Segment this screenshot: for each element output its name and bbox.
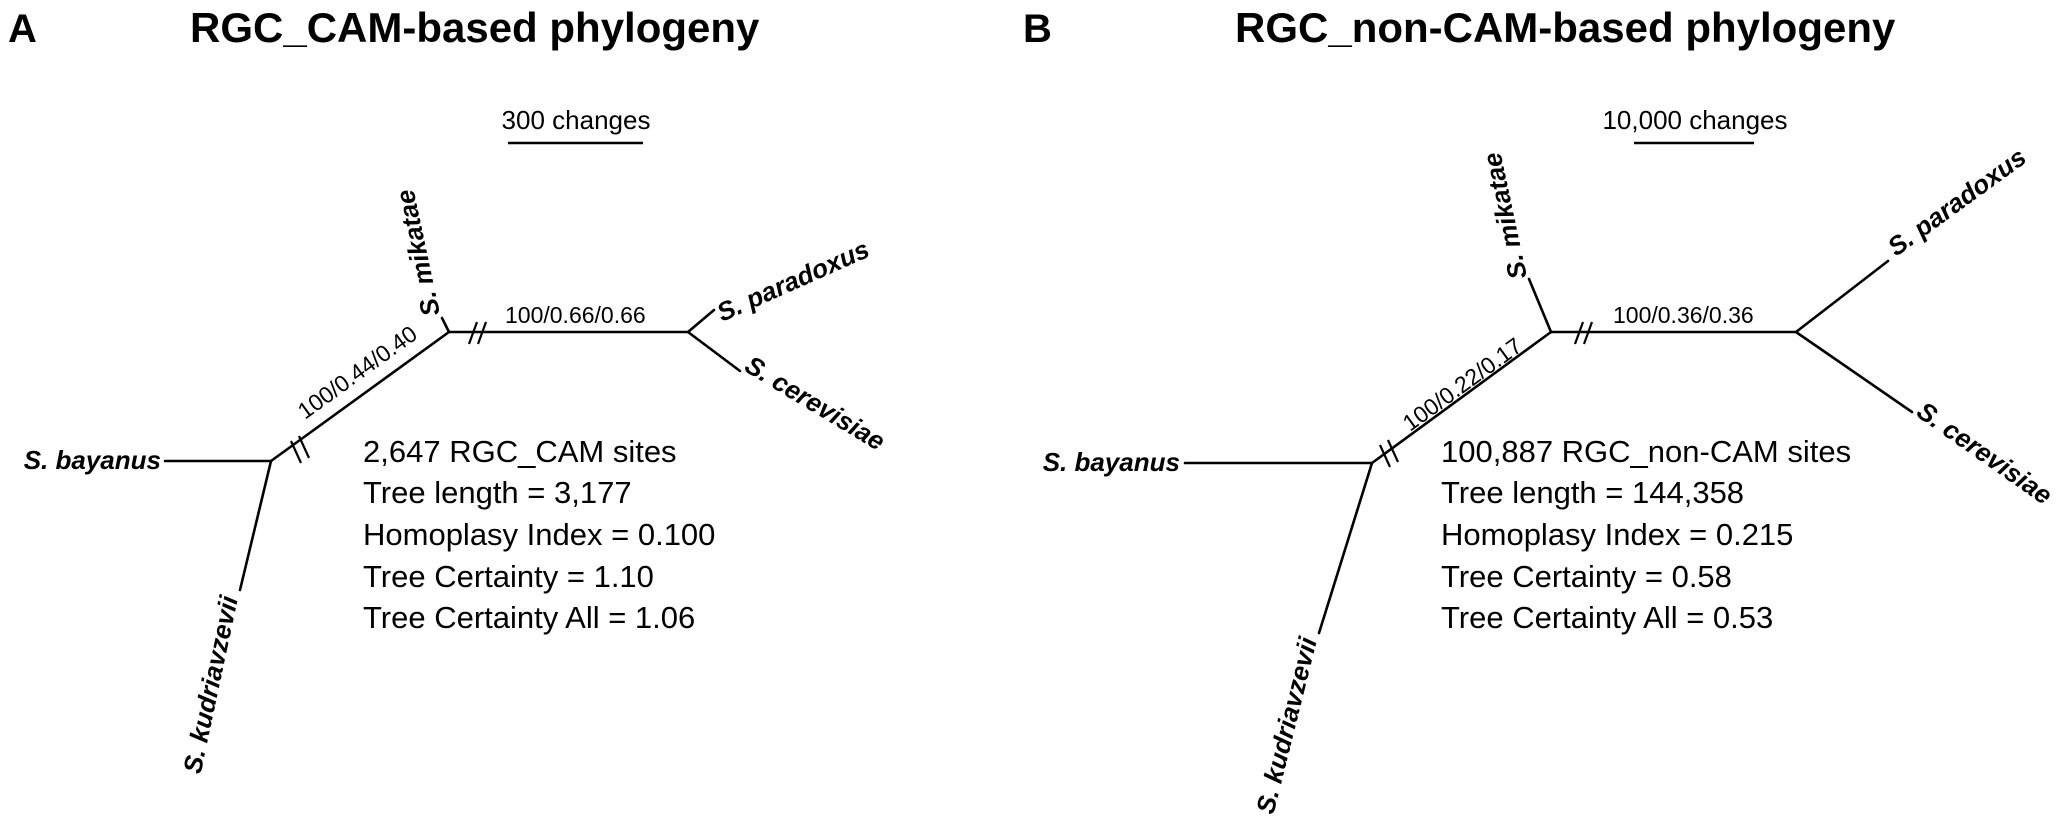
panel-b-taxon-kudriavzevii: S. kudriavzevii xyxy=(1250,633,1323,816)
panel-a-taxon-paradoxus: S. paradoxus xyxy=(712,234,873,328)
panel-a-scale-label: 300 changes xyxy=(502,105,651,135)
panel-b-stat-tree-length: Tree length = 144,358 xyxy=(1441,475,1744,510)
panel-a-taxon-cerevisiae: S. cerevisiae xyxy=(740,349,891,456)
panel-b-taxon-mikatae: S. mikatae xyxy=(1477,150,1533,282)
panel-a-tree xyxy=(163,308,742,592)
panel-a-title: RGC_CAM-based phylogeny xyxy=(190,4,760,51)
panel-b-support-right: 100/0.36/0.36 xyxy=(1613,302,1754,328)
panel-b-taxon-cerevisiae: S. cerevisiae xyxy=(1912,395,2058,510)
panel-a-break-mark-right xyxy=(467,321,488,345)
panel-b-taxon-bayanus: S. bayanus xyxy=(1043,447,1180,477)
panel-b-stat-homoplasy: Homoplasy Index = 0.215 xyxy=(1441,517,1793,552)
panel-a-support-right: 100/0.66/0.66 xyxy=(505,302,646,328)
panel-b-support-left: 100/0.22/0.17 xyxy=(1398,332,1527,436)
panel-b-stats: 100,887 RGC_non-CAM sites Tree length = … xyxy=(1441,434,1851,635)
panel-a-break-mark-left xyxy=(289,435,311,464)
panel-b-tree xyxy=(1183,259,1914,635)
panel-b-stat-tree-certainty: Tree Certainty = 0.58 xyxy=(1441,559,1732,594)
panel-b-branch-mikatae xyxy=(1527,277,1553,334)
panel-a-branch-kudriavzevii xyxy=(238,459,273,592)
panel-a-stat-tree-length: Tree length = 3,177 xyxy=(363,475,632,510)
panel-b-break-mark-left xyxy=(1378,439,1400,468)
panel-b-scale-label: 10,000 changes xyxy=(1602,105,1787,135)
panel-a-taxon-mikatae: S. mikatae xyxy=(390,187,446,319)
panel-a-taxon-bayanus: S. bayanus xyxy=(24,445,161,475)
panel-a-stat-tree-certainty-all: Tree Certainty All = 1.06 xyxy=(363,600,695,635)
panel-b-branch-cerevisiae xyxy=(1794,330,1914,414)
panel-a-branch-paradoxus xyxy=(686,308,716,334)
panel-b-stat-tree-certainty-all: Tree Certainty All = 0.53 xyxy=(1441,600,1773,635)
panel-a-branch-cerevisiae xyxy=(686,330,742,373)
panel-b-branch-kudriavzevii xyxy=(1317,461,1374,635)
panel-b-break-mark-right xyxy=(1573,321,1594,345)
panel-b-taxon-paradoxus: S. paradoxus xyxy=(1882,142,2032,262)
panel-b-title: RGC_non-CAM-based phylogeny xyxy=(1235,4,1896,51)
panel-letter-a: A xyxy=(8,7,37,51)
panel-a-stat-tree-certainty: Tree Certainty = 1.10 xyxy=(363,559,654,594)
panel-a-stats: 2,647 RGC_CAM sites Tree length = 3,177 … xyxy=(363,434,715,635)
panel-a: A RGC_CAM-based phylogeny 300 changes 10… xyxy=(8,4,890,776)
panel-b-branch-paradoxus xyxy=(1794,259,1890,334)
panel-b: B RGC_non-CAM-based phylogeny 10,000 cha… xyxy=(1023,4,2058,817)
panel-a-stat-homoplasy: Homoplasy Index = 0.100 xyxy=(363,517,715,552)
panel-a-support-left: 100/0.44/0.40 xyxy=(293,320,422,424)
panel-b-internal-branch-left xyxy=(1370,330,1553,465)
panel-b-stat-sites: 100,887 RGC_non-CAM sites xyxy=(1441,434,1851,469)
panel-a-stat-sites: 2,647 RGC_CAM sites xyxy=(363,434,677,469)
panel-letter-b: B xyxy=(1023,7,1052,51)
panel-a-taxon-kudriavzevii: S. kudriavzevii xyxy=(177,592,244,776)
panel-a-branch-mikatae xyxy=(440,316,451,334)
